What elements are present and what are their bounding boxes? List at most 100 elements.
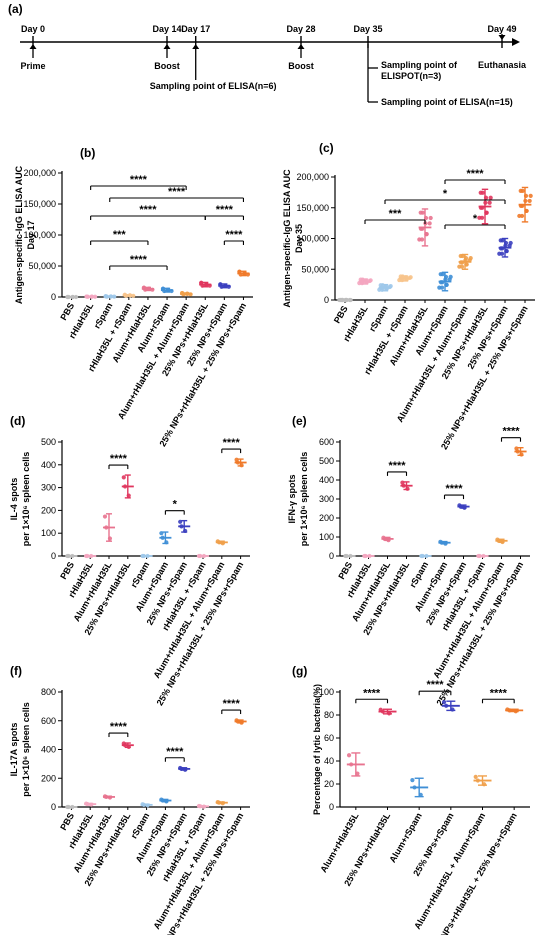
significance-label: **** [363, 687, 381, 699]
y-tick-label: 200 [319, 513, 334, 523]
y-axis-label: per 1×10⁶ spleen cells [21, 702, 31, 796]
event-arrow-head [29, 44, 37, 49]
x-tick-label: PBS [58, 811, 76, 832]
y-tick-label: 50,000 [301, 264, 329, 274]
sampling17-arrow-head [192, 44, 200, 49]
y-tick-label: 500 [41, 437, 56, 447]
data-point [346, 753, 352, 758]
y-tick-label: 0 [51, 551, 56, 561]
y-tick-label: 200,000 [23, 168, 56, 178]
significance-label: **** [388, 460, 406, 472]
chart-panel-d: (d) 0 100 200 300 400 500 IL-4 spots per 1×10⁶ s… [9, 414, 250, 707]
y-axis-label: IL-4 spots [9, 478, 19, 521]
y-tick-label: 100 [41, 528, 56, 538]
timeline-event-label: Prime [20, 61, 45, 71]
y-tick-label: 0 [51, 292, 56, 302]
significance-label: **** [466, 168, 484, 180]
y-tick-label: 150,000 [296, 203, 329, 213]
y-tick-label: 400 [41, 745, 56, 755]
timeline-panel-label: (a) [8, 2, 23, 16]
data-point [428, 215, 433, 221]
chart-panel-f: (f) 0 200 400 600 800 IL-17A spots per 1×10⁶ sp… [9, 664, 250, 935]
x-tick-label: PBS [336, 560, 354, 581]
timeline-day-label: Day 0 [21, 24, 45, 34]
timeline: (a) Day 0 Day 14 Day 17 Day 28 Day 35 Day 49 Pr… [8, 2, 527, 107]
timeline-day-label: Day 28 [286, 24, 315, 34]
y-tick-label: 0 [324, 295, 329, 305]
significance-label: *** [389, 208, 403, 220]
data-point [427, 221, 432, 226]
panel-label: (e) [292, 414, 307, 428]
data-point [517, 213, 522, 219]
significance-label: **** [110, 721, 128, 733]
data-point [377, 287, 382, 292]
data-point [473, 774, 478, 779]
significance-label: **** [426, 679, 444, 691]
y-axis-label: IFN-γ spots [287, 474, 297, 523]
chart-panel-c: (c) 0 50,000 100,000 150,000 200,000 Antigen-s… [282, 141, 535, 451]
y-tick-label: 300 [319, 494, 334, 504]
data-point [527, 198, 532, 204]
significance-label: **** [502, 426, 520, 438]
significance-label: **** [223, 698, 241, 710]
y-tick-label: 800 [41, 687, 56, 697]
y-axis-label: per 1×10⁶ spleen cells [299, 452, 309, 546]
sampling-label: Sampling point of ELISA(n=6) [150, 81, 277, 91]
significance-label: * [473, 213, 478, 225]
y-tick-label: 40 [324, 756, 334, 766]
data-point [477, 215, 482, 220]
y-tick-label: 300 [41, 483, 56, 493]
data-point [528, 193, 533, 199]
y-tick-label: 80 [324, 710, 334, 720]
data-point [440, 272, 445, 277]
panel-label: (f) [10, 664, 22, 678]
data-point [410, 777, 415, 783]
data-point [420, 210, 425, 215]
y-axis-label: Percentage of lytic bacteria(%) [312, 684, 322, 815]
significance-label: **** [139, 204, 157, 216]
y-tick-label: 0 [51, 802, 56, 812]
data-point [121, 475, 126, 480]
sampling-label: ELISPOT(n=3) [381, 71, 441, 81]
euthanasia-arrow-head [498, 35, 506, 40]
x-tick-label: Alum+rSpam [387, 811, 424, 864]
significance-label: **** [168, 186, 186, 198]
panel-label: (g) [292, 664, 307, 678]
y-tick-label: 200 [41, 773, 56, 783]
significance-label: **** [130, 174, 148, 186]
panel-label: (b) [80, 146, 95, 160]
data-point [437, 285, 442, 290]
timeline-day-label: Day 35 [353, 24, 382, 34]
data-point [441, 700, 447, 705]
significance-label: * [173, 499, 178, 511]
data-point [102, 514, 108, 519]
y-tick-label: 20 [324, 779, 334, 789]
significance-label: **** [223, 437, 241, 449]
panel-label: (d) [10, 414, 25, 428]
timeline-day-label: Day 14 [152, 24, 181, 34]
significance-label: **** [110, 453, 128, 465]
data-point [417, 237, 422, 242]
data-point [468, 256, 473, 261]
y-tick-label: 200 [41, 505, 56, 515]
data-point [480, 190, 485, 195]
x-tick-label: PBS [332, 304, 350, 325]
y-tick-label: 400 [319, 475, 334, 485]
y-tick-label: 600 [319, 437, 334, 447]
y-tick-label: 600 [41, 716, 56, 726]
y-axis-label: per 1×10⁶ spleen cells [21, 452, 31, 546]
y-axis-label: Antigen-specific-IgG ELISA AUC [282, 169, 292, 308]
y-tick-label: 200,000 [296, 172, 329, 182]
y-tick-label: 150,000 [23, 199, 56, 209]
significance-label: **** [216, 204, 234, 216]
y-tick-label: 0 [329, 802, 334, 812]
y-tick-label: 100,000 [23, 230, 56, 240]
significance-label: **** [445, 483, 463, 495]
significance-label: **** [490, 687, 508, 699]
y-tick-label: 100 [319, 532, 334, 542]
y-tick-label: 100,000 [296, 234, 329, 244]
sampling-label: Sampling point of ELISA(n=15) [381, 97, 513, 107]
y-tick-label: 60 [324, 733, 334, 743]
